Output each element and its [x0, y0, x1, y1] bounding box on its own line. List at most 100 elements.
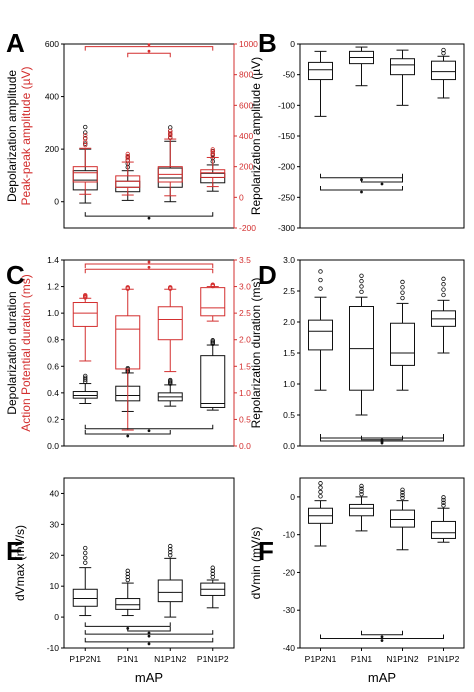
box-red-p1p2n1: [72, 293, 98, 362]
y-tick-label: 0.2: [47, 414, 59, 424]
box-iqr: [308, 319, 333, 351]
y2-tick-label: 1.0: [239, 388, 251, 398]
significance-star: [380, 639, 384, 642]
y-tick-label: -300: [278, 223, 295, 233]
y-tick-label: 0.8: [47, 335, 59, 345]
outlier-point: [168, 553, 173, 558]
box-iqr: [115, 598, 141, 610]
outlier-point: [210, 565, 215, 570]
y-tick-label: -100: [278, 100, 295, 110]
outlier-point: [210, 149, 215, 154]
y-tick-label: 20: [50, 550, 60, 560]
significance-bracket: [320, 433, 444, 439]
outlier-point: [318, 269, 323, 274]
outlier-point: [318, 286, 323, 291]
significance-star: [147, 216, 151, 220]
significance-star: [147, 642, 151, 646]
x-tick-label: P1P2N1: [305, 654, 337, 664]
y-tick-label: 30: [50, 519, 60, 529]
box-black-p1n1p2: [200, 565, 226, 609]
box-black-p1n1: [349, 483, 374, 532]
outlier-point: [168, 377, 173, 383]
outlier-point: [441, 500, 446, 505]
significance-star: [380, 440, 384, 444]
y-tick-label: 3.0: [283, 255, 295, 265]
box-iqr: [72, 588, 98, 607]
box-iqr: [349, 503, 374, 517]
outlier-point: [83, 141, 88, 146]
box-black-n1p1n2: [390, 49, 415, 106]
panel-d: D 0.0 0.5 1.0 1.5 2.0 2.5 3.0 Repolarization dur…: [249, 255, 465, 451]
outlier-point: [441, 503, 446, 508]
box-iqr: [200, 287, 226, 317]
plot-frame: [63, 477, 235, 649]
y2-tick-label: 600: [239, 100, 253, 110]
panel-letter: D: [258, 260, 277, 290]
outlier-point: [318, 481, 323, 486]
outlier-point: [318, 489, 323, 495]
panel-c: C 0.0 0.2 0.4 0.6 0.8 1.0 1.2 1.4 Depolarization …: [5, 255, 251, 451]
y2-tick-label: 2.5: [239, 308, 251, 318]
y-tick-label: -50: [283, 70, 296, 80]
outlier-point: [168, 130, 173, 136]
outlier-point: [168, 543, 173, 549]
x-axis-label: mAP: [135, 670, 163, 685]
panel-f: F 0 -10 -20 -30 -40 dVmin (mV/s) P1P2N1 P1N1 N1P1…: [249, 477, 465, 685]
significance-star: [380, 635, 384, 639]
significance-star: [380, 182, 384, 186]
box-iqr: [390, 58, 415, 76]
y-tick-label: 400: [45, 92, 59, 102]
panel-letter: A: [6, 28, 25, 58]
significance-bracket: [84, 637, 214, 643]
outlier-point: [400, 290, 405, 295]
y2-tick-label: 3.0: [239, 282, 251, 292]
box-black-n1p1n2: [157, 377, 183, 407]
outlier-point: [359, 273, 364, 278]
y-axis-label: Repolarization amplitude (µV): [249, 57, 263, 215]
outlier-point: [441, 50, 446, 56]
outlier-point: [359, 278, 364, 284]
outlier-point: [125, 151, 130, 157]
panel-b: B 0 -50 -100 -150 -200 -250 -300 Repolarization …: [249, 28, 465, 233]
outlier-point: [441, 47, 446, 53]
outlier-point: [441, 282, 446, 287]
box-black-n1p1n2: [157, 543, 183, 618]
outlier-point: [83, 555, 88, 561]
significance-star: [147, 43, 151, 47]
y-tick-label: 0.6: [47, 361, 59, 371]
outlier-point: [400, 487, 405, 492]
outlier-point: [83, 375, 88, 381]
box-black-p1n1p2: [200, 338, 226, 411]
box-iqr: [72, 166, 98, 183]
box-black-p1p2n1: [308, 269, 333, 391]
outlier-point: [318, 485, 323, 490]
box-iqr: [157, 579, 183, 603]
outlier-point: [125, 155, 130, 161]
y2-tick-label: 800: [239, 70, 253, 80]
y-tick-label: 1.0: [283, 379, 295, 389]
outlier-point: [210, 153, 215, 158]
y-tick-label: 0: [290, 39, 295, 49]
x-tick-label: P1N1P2: [428, 654, 460, 664]
y-tick-label: 0: [54, 197, 59, 207]
y-tick-label: 600: [45, 39, 59, 49]
outlier-point: [400, 495, 405, 501]
outlier-point: [210, 147, 215, 152]
outlier-point: [210, 568, 215, 574]
y-tick-label: 0.0: [283, 441, 295, 451]
significance-star: [147, 429, 151, 433]
panel-a: A 0 200 400 600 Depolarization amplitude Peak-…: [5, 28, 258, 233]
significance-star: [360, 190, 363, 194]
box-black-p1p2n1: [72, 545, 98, 617]
y-tick-label: -40: [283, 643, 296, 653]
box-iqr: [431, 520, 456, 539]
box-iqr: [390, 509, 415, 528]
box-black-n1p1n2: [390, 279, 415, 391]
outlier-point: [168, 546, 173, 552]
y-axis-label: Repolarization duration (ms): [249, 278, 263, 429]
y-tick-label: 2.5: [283, 286, 295, 296]
outlier-point: [210, 338, 215, 343]
y-tick-label: 0: [290, 492, 295, 502]
outlier-point: [125, 568, 130, 574]
significance-bracket: [84, 268, 214, 274]
